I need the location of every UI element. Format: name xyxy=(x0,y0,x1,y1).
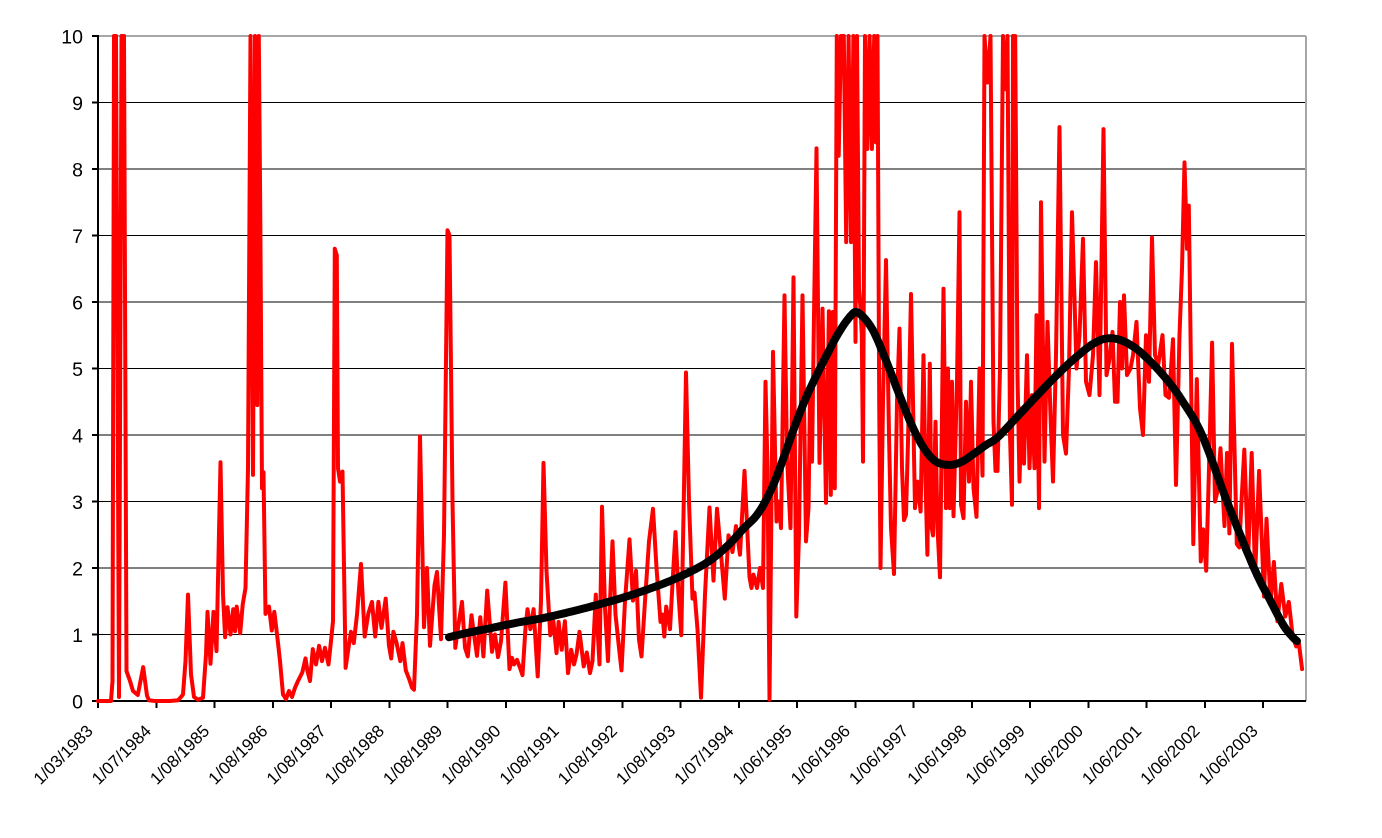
svg-text:1: 1 xyxy=(72,625,83,647)
svg-text:2: 2 xyxy=(72,559,83,581)
svg-text:6: 6 xyxy=(72,293,83,315)
svg-text:10: 10 xyxy=(61,27,83,49)
svg-text:5: 5 xyxy=(72,359,83,381)
svg-text:9: 9 xyxy=(72,93,83,115)
svg-text:8: 8 xyxy=(72,160,83,182)
svg-text:7: 7 xyxy=(72,226,83,248)
svg-text:3: 3 xyxy=(72,492,83,514)
svg-text:0: 0 xyxy=(72,692,83,714)
svg-text:4: 4 xyxy=(72,426,83,448)
